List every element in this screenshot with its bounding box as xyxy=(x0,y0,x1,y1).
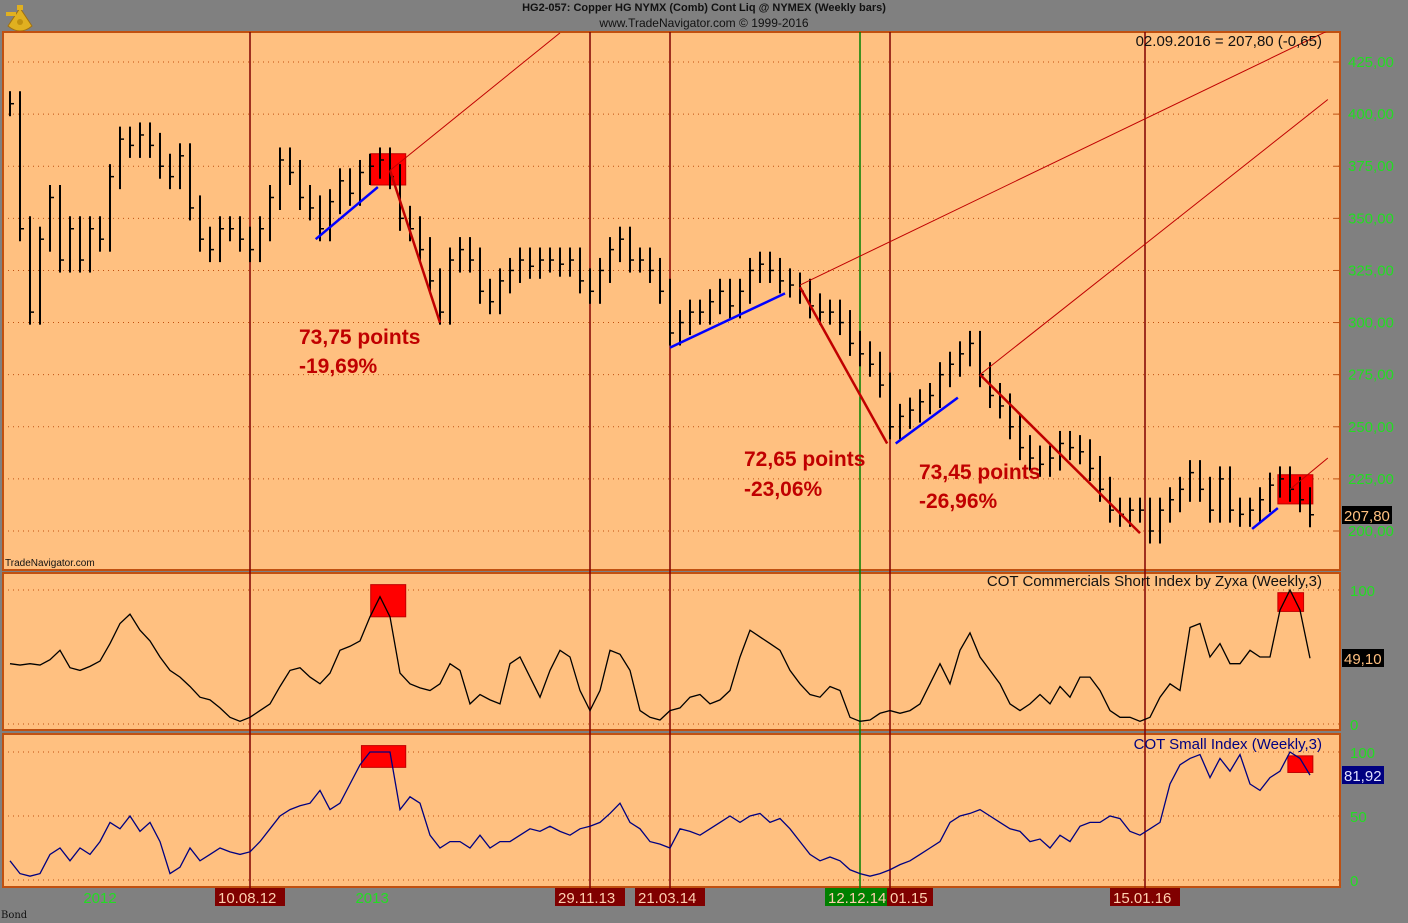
trendline-up xyxy=(669,292,786,349)
trendline-up xyxy=(894,396,959,445)
price-tick-label: 250,00 xyxy=(1348,419,1394,436)
chart-subtitle: www.TradeNavigator.com © 1999-2016 xyxy=(599,16,809,30)
indicator-tick-label: 100 xyxy=(1350,745,1375,762)
svg-text:81,92: 81,92 xyxy=(1344,768,1382,785)
y-axis-ticks: 200,00 225,00 250,00 275,00 300,00 325,00 350,… xyxy=(1334,54,1394,890)
svg-text:207,80: 207,80 xyxy=(1344,508,1390,525)
date-label: 01.15 xyxy=(890,890,928,907)
trendline-down xyxy=(388,170,442,323)
date-label: 12.12.14 xyxy=(828,890,886,907)
svg-text:49,10: 49,10 xyxy=(1344,651,1382,668)
indicator-tick-label: 100 xyxy=(1350,583,1375,600)
annotation-points: 72,65 points xyxy=(744,448,865,471)
trendline-thin xyxy=(799,32,1327,286)
price-tick-label: 425,00 xyxy=(1348,54,1394,71)
annotation-2: 72,65 points -23,06% xyxy=(744,448,865,501)
event-lines xyxy=(249,32,1146,890)
price-last-value-badge: 207,80 xyxy=(1342,506,1392,525)
annotation-percent: -19,69% xyxy=(299,355,378,378)
x-axis: 10.08.12 29.11.13 21.03.14 12.12.14 01.15 15.… xyxy=(83,888,1180,907)
date-label: 29.11.13 xyxy=(558,890,615,907)
date-label-box xyxy=(825,888,895,906)
cot-small-panel xyxy=(2,733,1341,888)
year-label: 2013 xyxy=(355,890,388,907)
price-tick-label: 300,00 xyxy=(1348,315,1394,332)
price-panel xyxy=(2,31,1341,571)
watermark: TradeNavigator.com xyxy=(5,558,95,569)
cot-small-title: COT Small Index (Weekly,3) xyxy=(1134,736,1322,753)
annotation-percent: -23,06% xyxy=(744,478,823,501)
date-label-box xyxy=(555,888,625,906)
cot-commercials-panel xyxy=(2,572,1341,731)
year-label: 2012 xyxy=(83,890,116,907)
price-bars xyxy=(9,91,1314,544)
trendlines xyxy=(314,32,1329,534)
annotation-points: 73,75 points xyxy=(299,326,420,349)
cot-commercials-title: COT Commercials Short Index by Zyxa (Wee… xyxy=(987,573,1322,590)
annotation-points: 73,45 points xyxy=(919,461,1040,484)
trendline-up xyxy=(314,186,379,241)
indicator-tick-label: 50 xyxy=(1350,809,1367,826)
trendline-thin xyxy=(1289,457,1329,490)
trendline-down xyxy=(798,286,889,445)
indicator-tick-label: 0 xyxy=(1350,873,1358,890)
price-tick-label: 325,00 xyxy=(1348,262,1394,279)
annotation-3: 73,45 points -26,96% xyxy=(919,461,1040,513)
price-tick-label: 350,00 xyxy=(1348,210,1394,227)
price-tick-label: 275,00 xyxy=(1348,367,1394,384)
last-quote-label: 02.09.2016 = 207,80 (-0,65) xyxy=(1136,33,1322,50)
date-label: 21.03.14 xyxy=(638,890,696,907)
price-tick-label: 400,00 xyxy=(1348,106,1394,123)
trendline-down xyxy=(979,373,1141,534)
price-tick-label: 225,00 xyxy=(1348,471,1394,488)
date-label-box xyxy=(635,888,705,906)
chart-title: HG2-057: Copper HG NYMX (Comb) Cont Liq … xyxy=(522,2,886,14)
trendline-up xyxy=(1251,507,1279,530)
date-label-box xyxy=(1110,888,1180,906)
signal-marker xyxy=(360,745,407,768)
footer-label: Bond xyxy=(1,910,28,921)
indicator-tick-label: 0 xyxy=(1350,717,1358,734)
trendline-thin xyxy=(389,32,561,171)
date-label-box xyxy=(887,888,933,906)
cot-small-last-value-badge: 81,92 xyxy=(1342,766,1384,785)
cot-commercials-line xyxy=(9,588,1311,723)
date-label-box xyxy=(215,888,285,906)
date-label: 10.08.12 xyxy=(218,890,276,907)
annotation-1: 73,75 points -19,69% xyxy=(299,326,420,378)
price-tick-label: 200,00 xyxy=(1348,523,1394,540)
sextant-logo-icon xyxy=(4,2,36,39)
annotation-percent: -26,96% xyxy=(919,490,998,513)
date-label: 15.01.16 xyxy=(1113,890,1171,907)
signal-marker xyxy=(370,584,407,618)
cot-small-line xyxy=(9,751,1311,877)
price-tick-label: 375,00 xyxy=(1348,158,1394,175)
cot-commercials-last-value-badge: 49,10 xyxy=(1342,649,1384,668)
trendline-thin xyxy=(979,99,1329,376)
